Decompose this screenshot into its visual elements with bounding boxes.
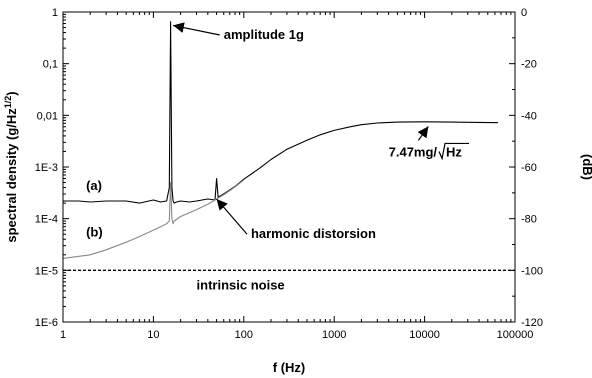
- x-tick-label: 1000: [322, 329, 346, 341]
- x-tick-label: 10000: [409, 329, 440, 341]
- reference-line-layer: intrinsic noise: [63, 269, 515, 292]
- y2-tick-label: -60: [521, 162, 537, 174]
- annotation-arrow: [172, 22, 220, 36]
- annotation-amplitude-1g: amplitude 1g: [224, 27, 304, 42]
- annotation-layer: amplitude 1g harmonic distorsion (a) (b) 7.4…: [86, 22, 470, 241]
- series-line-b: [62, 179, 245, 259]
- y2-tick-label: -80: [521, 214, 537, 226]
- annotation-slope-radicand: Hz: [446, 144, 462, 159]
- y2-tick-label: -40: [521, 110, 537, 122]
- y-tick-label: 1E-5: [35, 265, 58, 277]
- y-axis-title: spectral density (g/Hz1/2): [3, 91, 19, 242]
- sqrt-symbol: [438, 142, 470, 161]
- y-axis-title-sup: 1/2: [3, 96, 13, 109]
- plot-frame: [62, 11, 516, 323]
- y2-tick-label: -100: [521, 265, 543, 277]
- ticks-layer: 1 10 100 1000 10000 100000 1 0,1 0,01 1E-3 1E-4 1E-…: [35, 7, 543, 341]
- annotation-b: (b): [86, 225, 103, 240]
- y-tick-label: 0,01: [37, 110, 58, 122]
- y2-axis-title: (dB): [580, 154, 592, 180]
- x-tick-label: 1: [60, 329, 66, 341]
- x-axis-title: f (Hz): [273, 360, 306, 375]
- y-tick-label: 0,1: [43, 59, 58, 71]
- annotation-harmonic-distorsion: harmonic distorsion: [251, 226, 376, 241]
- y-tick-label: 1E-6: [35, 317, 58, 329]
- intrinsic-noise-label: intrinsic noise: [197, 277, 285, 292]
- y2-tick-label: -120: [521, 317, 543, 329]
- annotation-a: (a): [86, 178, 102, 193]
- series-line-a: [63, 21, 499, 204]
- annotation-arrow: [216, 198, 248, 235]
- y-axis-title-base: spectral density (g/Hz: [4, 108, 19, 243]
- y2-tick-label: -20: [521, 59, 537, 71]
- slope-arrow: [417, 126, 429, 141]
- y-tick-label: 1E-3: [35, 162, 58, 174]
- y2-tick-label: 0: [521, 7, 527, 19]
- x-tick-label: 10: [147, 329, 159, 341]
- y-tick-label: 1: [52, 7, 58, 19]
- y-tick-label: 1E-4: [35, 214, 58, 226]
- y-axis-title-close: ): [4, 91, 19, 95]
- x-tick-label: 100: [235, 329, 253, 341]
- series-layer: [62, 21, 499, 259]
- annotation-slope-prefix: 7.47mg/: [389, 144, 438, 159]
- x-tick-label: 100000: [497, 329, 534, 341]
